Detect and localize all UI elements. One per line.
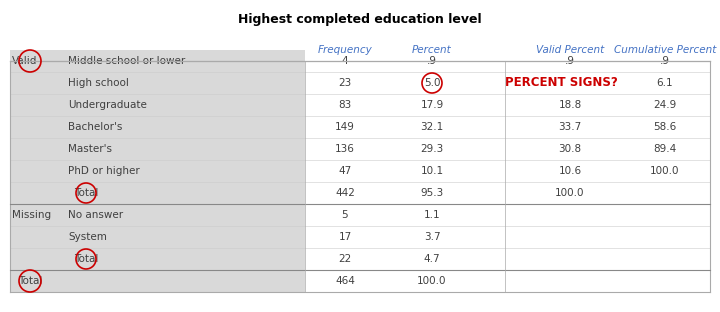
Bar xyxy=(305,226,710,248)
Text: .9: .9 xyxy=(660,56,670,66)
Bar xyxy=(10,50,305,72)
Text: Highest completed education level: Highest completed education level xyxy=(238,12,482,26)
Bar xyxy=(305,116,710,138)
Bar xyxy=(305,138,710,160)
Text: Valid: Valid xyxy=(12,56,37,66)
Text: System: System xyxy=(68,232,107,242)
Text: .9: .9 xyxy=(565,56,575,66)
Text: 47: 47 xyxy=(338,166,351,176)
Bar xyxy=(10,94,305,116)
Text: Cumulative Percent: Cumulative Percent xyxy=(614,45,716,55)
Text: Bachelor's: Bachelor's xyxy=(68,122,122,132)
Text: Total: Total xyxy=(74,254,98,264)
Bar xyxy=(10,248,305,270)
Text: 10.6: 10.6 xyxy=(559,166,582,176)
Text: High school: High school xyxy=(68,78,129,88)
Bar xyxy=(10,270,305,292)
Text: Total: Total xyxy=(74,188,98,198)
Text: .9: .9 xyxy=(427,56,437,66)
Text: 1.1: 1.1 xyxy=(423,210,441,220)
Text: 17: 17 xyxy=(338,232,351,242)
Text: 30.8: 30.8 xyxy=(559,144,582,154)
Text: 95.3: 95.3 xyxy=(420,188,444,198)
Text: 23: 23 xyxy=(338,78,351,88)
Bar xyxy=(10,182,305,204)
Text: Middle school or lower: Middle school or lower xyxy=(68,56,185,66)
Text: Missing: Missing xyxy=(12,210,51,220)
Text: 4: 4 xyxy=(342,56,348,66)
Text: 58.6: 58.6 xyxy=(653,122,677,132)
Text: 442: 442 xyxy=(335,188,355,198)
Text: PhD or higher: PhD or higher xyxy=(68,166,140,176)
Text: 100.0: 100.0 xyxy=(418,276,446,286)
Text: PERCENT SIGNS?: PERCENT SIGNS? xyxy=(505,76,618,90)
Text: Valid Percent: Valid Percent xyxy=(536,45,604,55)
Text: 18.8: 18.8 xyxy=(559,100,582,110)
Text: 100.0: 100.0 xyxy=(555,188,585,198)
Text: 100.0: 100.0 xyxy=(650,166,680,176)
Bar xyxy=(305,160,710,182)
Text: 3.7: 3.7 xyxy=(423,232,441,242)
Text: 29.3: 29.3 xyxy=(420,144,444,154)
Bar xyxy=(10,160,305,182)
Text: 33.7: 33.7 xyxy=(559,122,582,132)
Text: 5: 5 xyxy=(342,210,348,220)
Text: 17.9: 17.9 xyxy=(420,100,444,110)
Bar xyxy=(305,248,710,270)
Text: 136: 136 xyxy=(335,144,355,154)
Text: 32.1: 32.1 xyxy=(420,122,444,132)
Text: No answer: No answer xyxy=(68,210,123,220)
Text: Total: Total xyxy=(18,276,42,286)
Text: 5.0: 5.0 xyxy=(424,78,440,88)
Text: 24.9: 24.9 xyxy=(653,100,677,110)
Bar xyxy=(10,138,305,160)
Bar xyxy=(305,270,710,292)
Text: Undergraduate: Undergraduate xyxy=(68,100,147,110)
Text: 6.1: 6.1 xyxy=(657,78,673,88)
Bar xyxy=(10,204,305,226)
Text: 83: 83 xyxy=(338,100,351,110)
Bar xyxy=(305,72,710,94)
Text: 10.1: 10.1 xyxy=(420,166,444,176)
Bar xyxy=(305,50,710,72)
Text: 464: 464 xyxy=(335,276,355,286)
Text: 4.7: 4.7 xyxy=(423,254,441,264)
Bar xyxy=(10,116,305,138)
Bar xyxy=(305,204,710,226)
Text: 89.4: 89.4 xyxy=(653,144,677,154)
Text: 22: 22 xyxy=(338,254,351,264)
Bar xyxy=(10,226,305,248)
Text: Percent: Percent xyxy=(412,45,452,55)
Bar xyxy=(305,94,710,116)
Text: 149: 149 xyxy=(335,122,355,132)
Text: Frequency: Frequency xyxy=(318,45,372,55)
Bar xyxy=(10,72,305,94)
Text: Master's: Master's xyxy=(68,144,112,154)
Bar xyxy=(305,182,710,204)
